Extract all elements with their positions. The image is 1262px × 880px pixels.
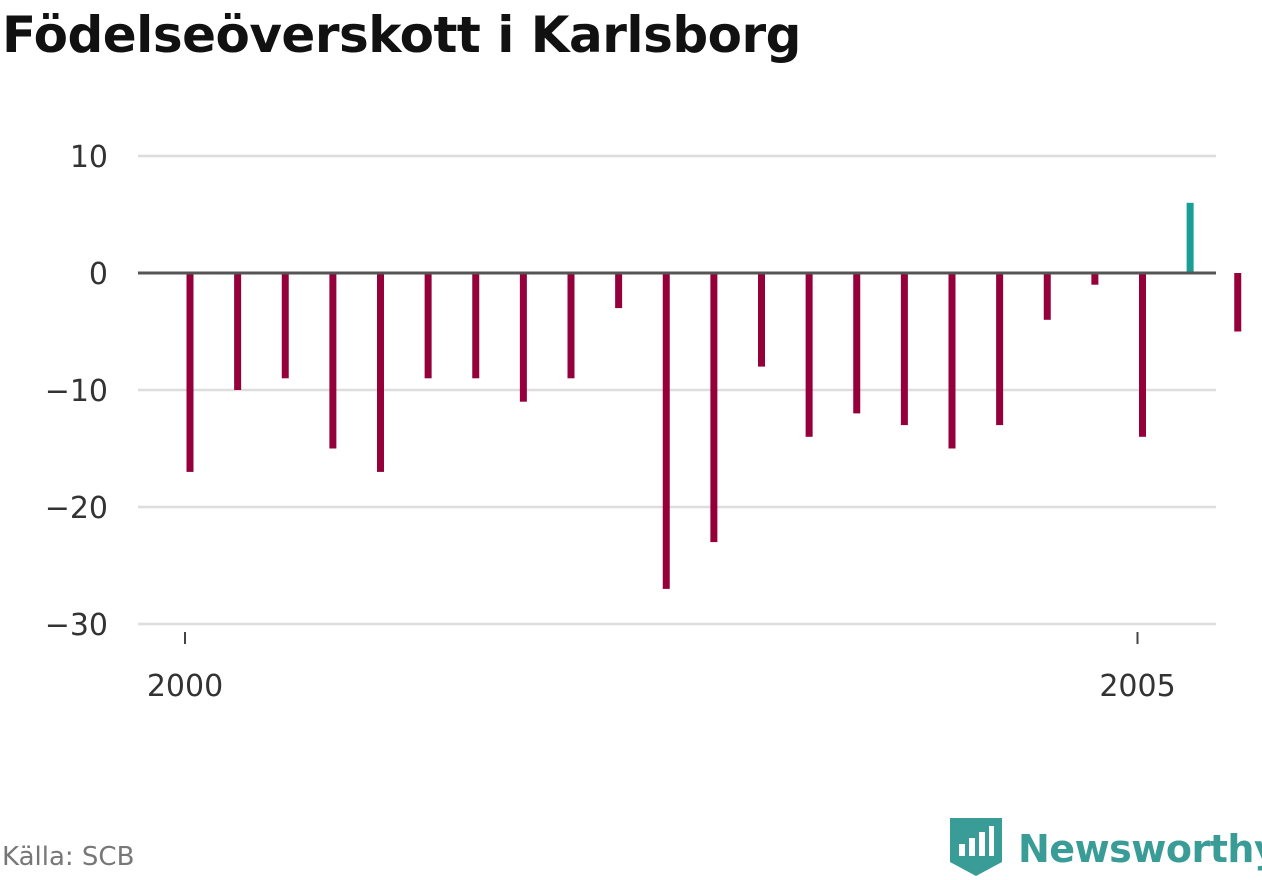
bar: [806, 273, 813, 437]
bar: [949, 273, 956, 449]
bar: [1044, 273, 1051, 320]
bar: [282, 273, 289, 378]
x-tick-label: 2000: [147, 669, 223, 704]
bar: [329, 273, 336, 449]
y-axis: 10 0 −10 −20 −30: [45, 140, 108, 643]
bar: [996, 273, 1003, 425]
bar: [425, 273, 432, 378]
y-tick-label: −20: [45, 491, 108, 526]
source-note: Källa: SCB: [2, 842, 134, 872]
y-tick-label: 10: [70, 140, 108, 175]
bar: [568, 273, 575, 378]
bar: [520, 273, 527, 402]
y-tick-label: −30: [45, 608, 108, 643]
bar: [1139, 273, 1146, 437]
bar: [758, 273, 765, 367]
bar: [1187, 203, 1194, 273]
y-tick-label: −10: [45, 374, 108, 409]
brand-name: Newsworthy: [1018, 827, 1262, 871]
x-axis: 200020052010201520202025: [147, 632, 1262, 704]
brand-logo: Newsworthy: [950, 818, 1262, 880]
bar: [663, 273, 670, 589]
newsworthy-logo-icon: [950, 818, 1002, 880]
bar: [187, 273, 194, 472]
bar: [901, 273, 908, 425]
bar: [853, 273, 860, 413]
x-tick-label: 2005: [1099, 669, 1175, 704]
y-tick-label: 0: [89, 257, 108, 292]
bar: [710, 273, 717, 542]
bar: [377, 273, 384, 472]
bar: [1234, 273, 1241, 332]
grid-lines: [138, 156, 1216, 624]
bar: [472, 273, 479, 378]
bars: [187, 168, 1262, 589]
bar: [615, 273, 622, 308]
bar: [1091, 273, 1098, 285]
bar: [234, 273, 241, 390]
